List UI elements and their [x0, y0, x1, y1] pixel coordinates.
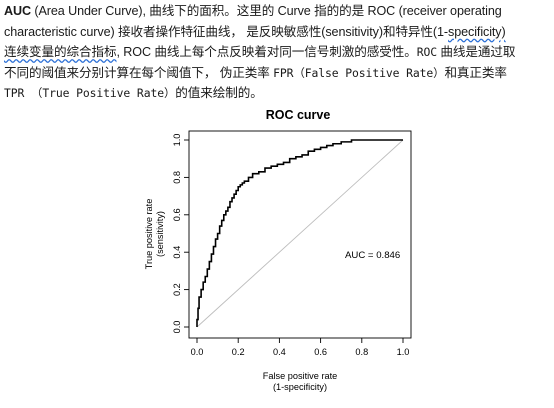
x-axis-label: False positive rate [263, 371, 338, 381]
specificity-underlined: specificity) [448, 24, 506, 39]
paragraph-line-5: TPR （True Positive Rate）的值来绘制的。 [4, 83, 552, 104]
x-axis: 0.0 0.2 0.4 0.6 0.8 1.0 [191, 338, 410, 357]
y-tick-label: 0.6 [172, 208, 182, 221]
roc-curve-line [196, 139, 403, 327]
roc-chart: ROC curve 0.0 0.2 0.4 0.6 0.8 1.0 0.00.20.40.… [144, 108, 412, 392]
line-4-text-b: 和真正类率 [444, 65, 507, 80]
auc-annotation: AUC = 0.846 [345, 250, 400, 261]
auc-term: AUC [4, 4, 31, 18]
line-5-text: 的值来绘制的。 [175, 86, 263, 100]
x-tick-label: 0.2 [232, 347, 245, 357]
x-tick-label: 0.0 [191, 347, 204, 357]
y-tick-label: 0.4 [172, 246, 182, 259]
line-2-text: characteristic curve) 接收者操作特征曲线， 是反映敏感性(… [4, 24, 449, 39]
line-3-mono-roc: ROC [416, 45, 437, 59]
line-4-mono-fpr: FPR（False Positive Rate） [273, 65, 445, 80]
y-axis-label: True positive rate [144, 199, 154, 270]
line-1-text: (Area Under Curve), 曲线下的面积。这里的 Curve 指的的… [31, 4, 502, 18]
x-tick-label: 1.0 [397, 347, 410, 357]
y-axis-label-2: (sensitivity) [155, 211, 165, 257]
x-axis-label-2: (1-specificity) [273, 382, 327, 392]
paragraph-line-1: AUC (Area Under Curve), 曲线下的面积。这里的 Curve… [4, 1, 552, 22]
line-4-text-a: 不同的阈值来分别计算在每个阈值下， 伪正类率 [4, 65, 274, 80]
description-paragraph: AUC (Area Under Curve), 曲线下的面积。这里的 Curve… [4, 1, 552, 104]
line-3-text: , ROC 曲线上每个点反映着对同一信号刺激的感受性。 [116, 45, 417, 59]
plot-frame [188, 130, 412, 339]
y-tick-label: 0.2 [172, 283, 182, 296]
y-tick-label: 0.8 [172, 171, 182, 184]
y-tick-label: 1.0 [172, 134, 182, 147]
x-tick-label: 0.6 [314, 347, 327, 357]
x-tick-label: 0.8 [355, 347, 368, 357]
paragraph-line-3: 连续变量的综合指标, ROC 曲线上每个点反映着对同一信号刺激的感受性。ROC … [4, 42, 552, 63]
line-3-tail: 曲线是通过取 [437, 45, 516, 59]
composite-indicator-underlined: 连续变量的综合指标 [4, 45, 117, 59]
roc-figure: ROC curve 0.0 0.2 0.4 0.6 0.8 1.0 0.0 0.2 0.4 0.… [0, 98, 554, 408]
chart-title: ROC curve [266, 108, 331, 122]
x-tick-label: 0.4 [273, 347, 286, 357]
paragraph-line-4: 不同的阈值来分别计算在每个阈值下， 伪正类率 FPR（False Positiv… [4, 63, 552, 84]
line-5-mono-tpr: TPR （True Positive Rate） [4, 86, 176, 100]
y-tick-label: 0.0 [172, 321, 182, 334]
paragraph-line-2: characteristic curve) 接收者操作特征曲线， 是反映敏感性(… [4, 22, 552, 43]
y-axis: 0.0 0.2 0.4 0.6 0.8 1.0 [172, 134, 189, 334]
reference-diagonal [196, 139, 404, 328]
